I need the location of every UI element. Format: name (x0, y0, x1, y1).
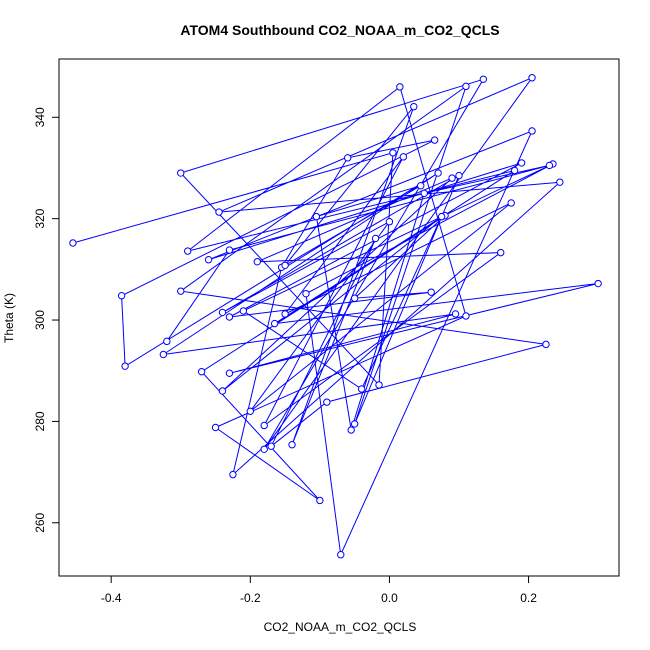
data-point (510, 166, 519, 175)
plot-frame (58, 58, 620, 577)
data-point (267, 442, 275, 450)
data-point (451, 310, 460, 318)
data-point (215, 208, 223, 216)
data-point (350, 420, 359, 428)
data-point (239, 307, 248, 315)
x-tick-label: -0.2 (240, 591, 261, 605)
data-point (375, 381, 383, 389)
y-tick-label: 320 (33, 208, 47, 228)
data-point (69, 239, 77, 247)
data-point (183, 247, 192, 255)
data-point (497, 248, 505, 257)
data-point (121, 362, 129, 370)
data-point (253, 258, 261, 266)
data-point (225, 369, 234, 377)
data-point (218, 387, 227, 395)
data-point (177, 169, 185, 177)
data-point (281, 261, 289, 269)
data-point (434, 169, 442, 177)
data-point (437, 212, 446, 221)
data-point (594, 279, 602, 288)
y-axis: 260 280 300 320 340 (33, 107, 59, 533)
data-point (410, 102, 418, 111)
data-point (260, 421, 268, 430)
data-point (177, 287, 185, 295)
x-tick-label: 0.0 (381, 591, 398, 605)
series-line (72, 76, 599, 557)
data-point (462, 82, 470, 91)
y-tick-label: 340 (33, 107, 47, 127)
data-point (260, 445, 268, 453)
data-point (159, 350, 168, 359)
data-point (542, 340, 550, 349)
data-point (225, 313, 234, 321)
data-point (455, 171, 463, 180)
data-point (389, 149, 397, 157)
series-layer (69, 74, 602, 559)
data-point (399, 153, 408, 161)
data-point (517, 159, 526, 167)
data-point (528, 127, 536, 135)
y-tick-label: 280 (33, 411, 47, 431)
data-point (312, 212, 321, 221)
data-point (343, 154, 352, 162)
data-point (323, 398, 331, 406)
data-point (430, 136, 439, 144)
y-tick-label: 300 (33, 310, 47, 330)
data-point (371, 234, 380, 243)
data-point (211, 423, 220, 432)
data-point (347, 426, 355, 434)
data-point (302, 289, 310, 298)
data-point (545, 161, 554, 170)
data-point (281, 310, 289, 318)
data-point (316, 496, 324, 505)
data-point (163, 337, 171, 346)
data-point (396, 83, 404, 91)
data-point (229, 470, 237, 479)
data-point (528, 74, 536, 82)
data-point (270, 319, 279, 328)
data-point (479, 75, 488, 83)
data-point (385, 218, 394, 226)
data-point (417, 182, 425, 190)
data-point (218, 308, 227, 317)
data-point (507, 199, 515, 207)
data-point (427, 288, 435, 296)
x-axis-label: CO2_NOAA_m_CO2_QCLS (264, 620, 417, 634)
data-point (420, 189, 428, 198)
data-point (246, 407, 255, 415)
x-tick-label: 0.2 (520, 591, 537, 605)
data-point (337, 551, 345, 559)
data-point (197, 368, 206, 376)
data-point (288, 441, 296, 449)
data-point (448, 174, 456, 182)
data-point (225, 246, 234, 254)
chart-title: ATOM4 Southbound CO2_NOAA_m_CO2_QCLS (180, 22, 499, 38)
data-point (462, 312, 470, 320)
data-point (357, 385, 366, 393)
data-point (117, 292, 126, 300)
data-point (556, 178, 564, 186)
data-point (350, 294, 359, 302)
y-tick-label: 260 (33, 512, 47, 532)
x-tick-label: -0.4 (101, 591, 122, 605)
y-axis-label: Theta (K) (2, 293, 16, 343)
x-axis: -0.4 -0.2 0.0 0.2 (101, 576, 537, 605)
data-point (204, 256, 213, 264)
